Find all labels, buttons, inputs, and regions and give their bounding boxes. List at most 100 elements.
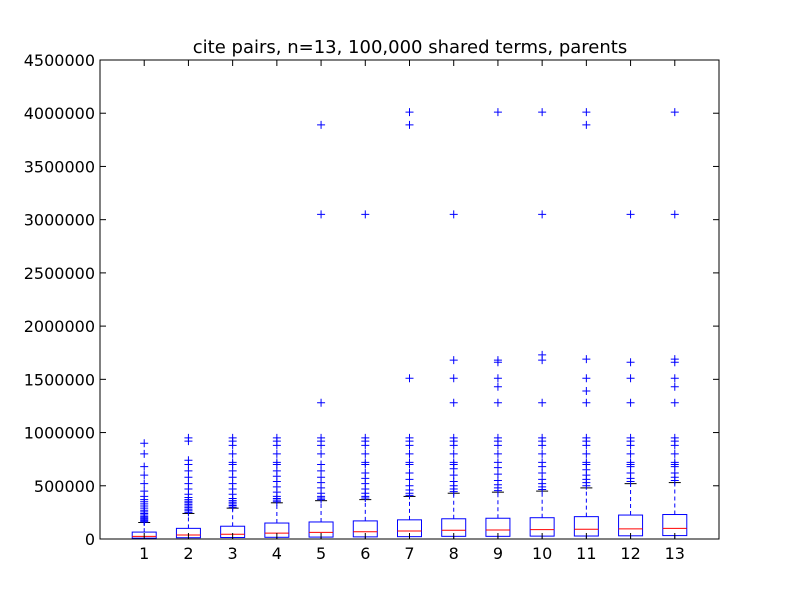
x-tick-label: 3 — [228, 544, 238, 563]
flier-point — [670, 382, 679, 391]
flier-point — [228, 458, 237, 467]
flier-point — [449, 449, 458, 458]
flier-point — [493, 433, 502, 442]
flier-point — [140, 487, 149, 496]
flier-point — [582, 387, 591, 396]
flier-point — [272, 433, 281, 442]
y-tick-label: 0 — [85, 530, 95, 549]
y-tick-label: 4000000 — [24, 104, 95, 123]
flier-point — [493, 449, 502, 458]
flier-point — [670, 449, 679, 458]
flier-point — [405, 449, 414, 458]
box-group-7 — [397, 108, 422, 540]
flier-point — [317, 460, 326, 469]
x-tick-label: 11 — [576, 544, 596, 563]
flier-point — [140, 471, 149, 480]
y-tick-label: 4500000 — [24, 51, 95, 70]
y-tick-label: 3500000 — [24, 157, 95, 176]
flier-point — [140, 479, 149, 488]
flier-point — [449, 374, 458, 383]
flier-point — [493, 374, 502, 383]
flier-point — [228, 449, 237, 458]
flier-point — [626, 458, 635, 467]
flier-point — [493, 382, 502, 391]
flier-point — [626, 398, 635, 407]
flier-point — [449, 458, 458, 467]
flier-point — [449, 356, 458, 365]
x-tick-label: 13 — [665, 544, 685, 563]
flier-point — [670, 374, 679, 383]
flier-point — [405, 374, 414, 383]
flier-point — [184, 456, 193, 465]
flier-point — [582, 449, 591, 458]
box-group-4 — [264, 433, 290, 540]
flier-point — [670, 433, 679, 442]
flier-point — [140, 449, 149, 458]
box-group-2 — [175, 433, 201, 540]
flier-point — [582, 355, 591, 364]
flier-point — [449, 433, 458, 442]
flier-point — [582, 374, 591, 383]
flier-point — [670, 210, 679, 219]
flier-point — [361, 458, 370, 467]
flier-point — [582, 120, 591, 129]
x-tick-label: 10 — [532, 544, 552, 563]
flier-point — [317, 433, 326, 442]
box-group-1 — [131, 439, 157, 540]
chart-title: cite pairs, n=13, 100,000 shared terms, … — [193, 37, 627, 58]
box-group-9 — [485, 108, 511, 540]
x-tick-label: 12 — [620, 544, 640, 563]
y-tick-label: 1000000 — [24, 424, 95, 443]
flier-point — [582, 398, 591, 407]
flier-point — [493, 458, 502, 467]
x-tick-label: 9 — [493, 544, 503, 563]
flier-point — [228, 433, 237, 442]
x-tick-label: 5 — [316, 544, 326, 563]
flier-point — [405, 108, 414, 117]
flier-point — [317, 210, 326, 219]
y-tick-label: 2000000 — [24, 317, 95, 336]
flier-point — [449, 210, 458, 219]
flier-point — [140, 439, 149, 448]
box-group-11 — [573, 108, 599, 540]
flier-point — [538, 433, 547, 442]
axes: 0 500000 1000000 1500000 2000000 2500000 30000… — [24, 51, 719, 563]
y-tick-label: 2500000 — [24, 264, 95, 283]
flier-point — [670, 108, 679, 117]
flier-point — [272, 458, 281, 467]
flier-point — [538, 350, 547, 359]
box-group-12 — [618, 210, 644, 540]
flier-point — [670, 398, 679, 407]
y-tick-label: 3000000 — [24, 211, 95, 230]
flier-point — [361, 210, 370, 219]
flier-point — [626, 449, 635, 458]
flier-point — [405, 469, 414, 478]
flier-point — [582, 458, 591, 467]
flier-point — [538, 108, 547, 117]
flier-point — [626, 374, 635, 383]
box-group-6 — [352, 210, 378, 540]
flier-point — [493, 398, 502, 407]
flier-point — [405, 120, 414, 129]
flier-point — [317, 449, 326, 458]
flier-point — [626, 433, 635, 442]
flier-point — [626, 358, 635, 367]
flier-point — [405, 433, 414, 442]
box-group-5 — [308, 120, 334, 540]
flier-point — [317, 398, 326, 407]
flier-point — [361, 469, 370, 478]
flier-point — [140, 462, 149, 471]
flier-point — [405, 458, 414, 467]
flier-point — [272, 449, 281, 458]
box-13 — [662, 514, 688, 537]
flier-point — [538, 210, 547, 219]
x-tick-label: 2 — [183, 544, 193, 563]
box-group-8 — [441, 210, 467, 540]
flier-point — [361, 449, 370, 458]
x-tick-label: 6 — [360, 544, 370, 563]
box-12 — [618, 514, 644, 537]
flier-point — [493, 108, 502, 117]
flier-point — [493, 356, 502, 365]
y-tick-label: 500000 — [34, 477, 95, 496]
